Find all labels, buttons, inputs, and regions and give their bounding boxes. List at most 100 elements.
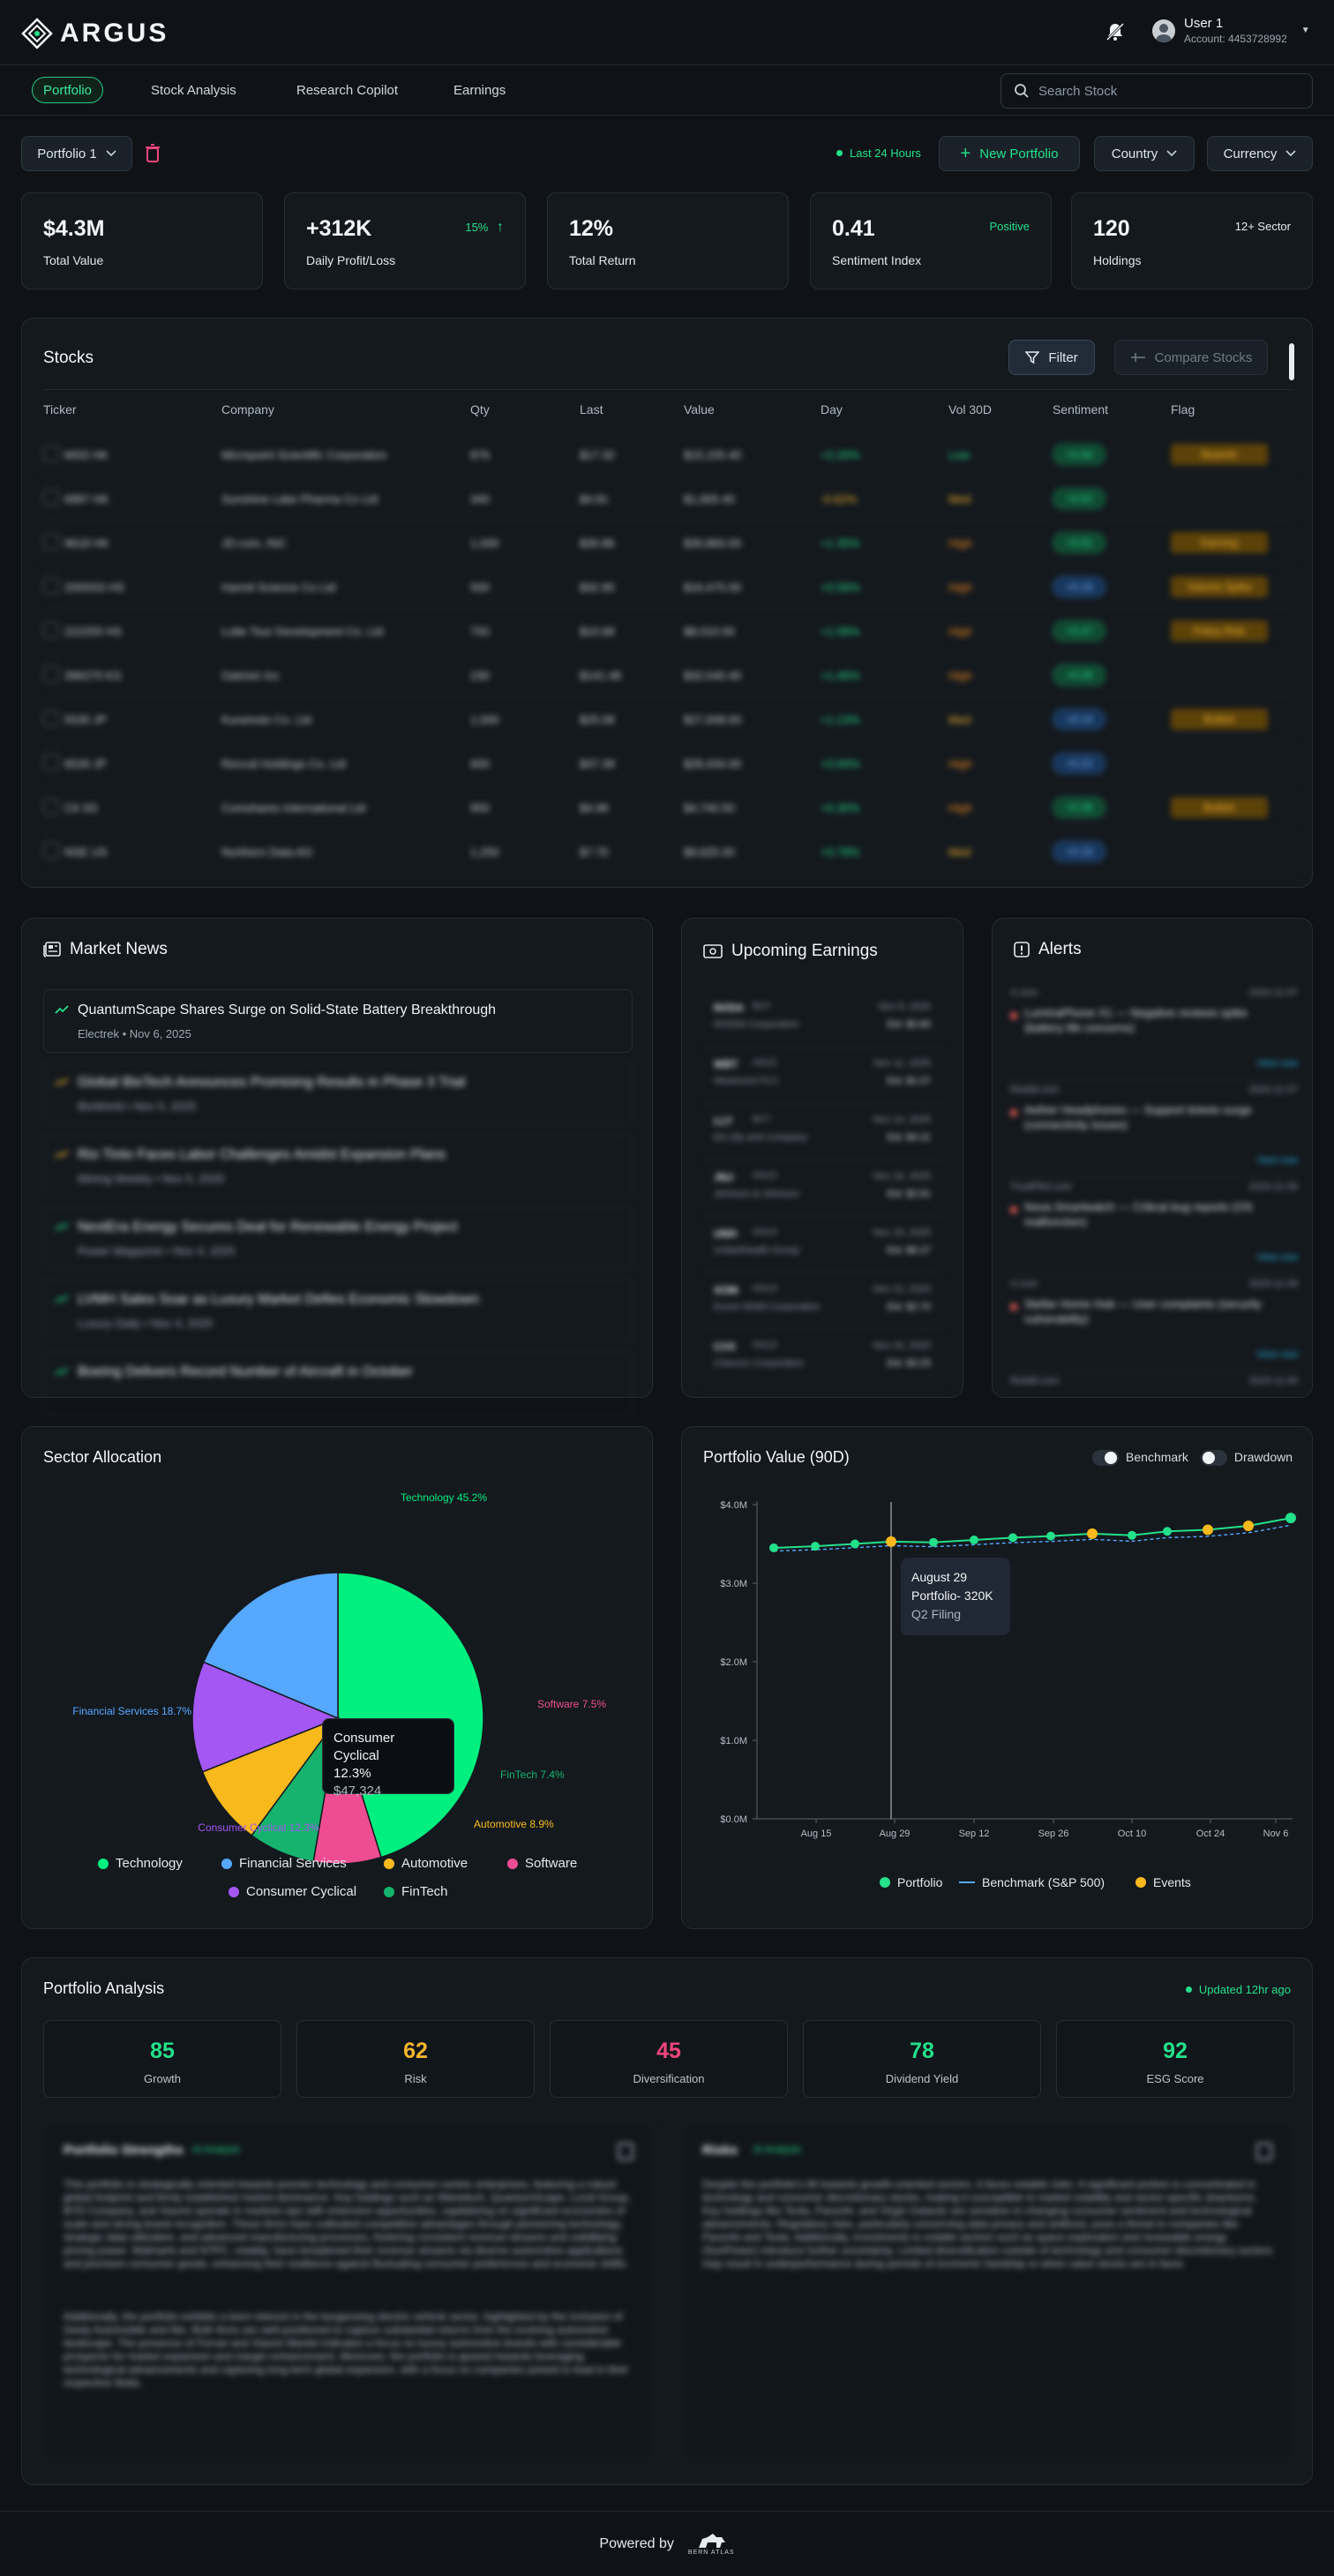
alert-item[interactable]: TrustPilot.com 2024-11-06 Nova Smartwatch … xyxy=(1010,1178,1298,1275)
legend-fintech[interactable]: FinTech xyxy=(384,1884,448,1899)
alert-view-link[interactable]: View now xyxy=(1256,1058,1298,1069)
row-checkbox[interactable] xyxy=(43,534,59,550)
portfolio-select[interactable]: Portfolio 1 xyxy=(21,136,132,171)
news-item[interactable]: Global BioTech Announces Promising Resul… xyxy=(43,1062,633,1125)
benchmark-toggle[interactable]: Benchmark xyxy=(1092,1450,1188,1467)
legend-consumer-cyclical[interactable]: Consumer Cyclical xyxy=(229,1884,356,1899)
tooltip-sector: Consumer Cyclical xyxy=(334,1731,395,1763)
row-checkbox[interactable] xyxy=(43,578,59,594)
tab-stock-analysis[interactable]: Stock Analysis xyxy=(151,82,236,98)
row-checkbox[interactable] xyxy=(43,710,59,726)
last-cell: $7.70 xyxy=(580,845,609,859)
news-item[interactable]: NextEra Energy Secures Deal for Renewabl… xyxy=(43,1206,633,1270)
table-row[interactable]: 5535 JP Kuramoto Co. Ltd 1,000 $25.08 $27,00… xyxy=(43,698,1294,742)
legend-automotive[interactable]: Automotive xyxy=(384,1856,468,1871)
drawdown-toggle[interactable]: Drawdown xyxy=(1200,1450,1293,1467)
earnings-item[interactable]: UNH HOLD UnitedHealth Group Nov 19, 2025 Est… xyxy=(703,1217,941,1273)
row-checkbox[interactable] xyxy=(43,755,59,770)
table-row[interactable]: 396270 KS Oatrixin Inc 230 $141.48 $32,540.4… xyxy=(43,654,1294,698)
stat-badge: Positive xyxy=(989,220,1030,233)
row-checkbox[interactable] xyxy=(43,622,59,638)
legend-events[interactable]: Events xyxy=(1135,1875,1191,1889)
col-last[interactable]: Last xyxy=(580,402,603,417)
col-value[interactable]: Value xyxy=(684,402,715,417)
table-row[interactable]: 9618 HK JD.com, INC 1,000 $30.86 $30,860.00 +… xyxy=(43,522,1294,566)
compare-stocks-button[interactable]: Compare Stocks xyxy=(1114,340,1268,375)
sentiment-badge: +0.22 xyxy=(1053,753,1106,774)
app-logo[interactable]: ARGUS xyxy=(21,18,169,49)
earnings-item[interactable]: WBT HOLD Westmont PLC Nov 11, 2025 Est: $1.0… xyxy=(703,1048,941,1104)
earnings-item[interactable]: JNJ HOLD Johnson & Johnson Nov 16, 2025 Est:… xyxy=(703,1160,941,1217)
news-item[interactable]: LVMH Sales Soar as Luxury Market Defies … xyxy=(43,1279,633,1342)
scrollbar[interactable] xyxy=(1289,343,1294,380)
delete-trash-icon[interactable] xyxy=(143,143,162,164)
row-checkbox[interactable] xyxy=(43,843,59,859)
ticker-cell: 6526 JP xyxy=(64,757,107,770)
col-qty[interactable]: Qty xyxy=(470,402,490,417)
table-row[interactable]: 222255 HS Lotte Tour Development Co. Ltd 7… xyxy=(43,610,1294,654)
copy-icon[interactable] xyxy=(618,2143,633,2160)
alert-item[interactable]: X.com 2024-11-07 LuminaPhone X1 — Negative… xyxy=(1010,984,1298,1081)
col-flag[interactable]: Flag xyxy=(1171,402,1195,417)
news-meta: Electrek • Nov 6, 2025 xyxy=(78,1027,191,1040)
col-vol[interactable]: Vol 30D xyxy=(948,402,993,417)
earnings-item[interactable]: CVX HOLD Chevron Corporation Nov 24, 2025 Es… xyxy=(703,1330,941,1386)
x-tick-label: Aug 15 xyxy=(801,1829,832,1839)
row-checkbox[interactable] xyxy=(43,446,59,462)
alert-view-link[interactable]: View now xyxy=(1256,1252,1298,1263)
tab-research-copilot[interactable]: Research Copilot xyxy=(296,82,399,98)
col-sentiment[interactable]: Sentiment xyxy=(1053,402,1109,417)
legend-software[interactable]: Software xyxy=(507,1856,577,1871)
col-day[interactable]: Day xyxy=(821,402,843,417)
tab-earnings[interactable]: Earnings xyxy=(453,82,506,98)
table-row[interactable]: MSS HK Micropoint Scientific Corporation 8… xyxy=(43,433,1294,477)
notification-bell-icon[interactable] xyxy=(1105,21,1126,42)
benchmark-line xyxy=(773,1524,1292,1552)
news-item[interactable]: Rio Tinto Faces Labor Challenges Amidst … xyxy=(43,1134,633,1198)
earnings-company: Eli Lilly and Company xyxy=(714,1132,807,1143)
user-menu[interactable]: User 1 Account: 4453728992 ▼ xyxy=(1152,16,1310,45)
copy-icon[interactable] xyxy=(1256,2143,1272,2160)
legend-benchmark[interactable]: Benchmark (S&P 500) xyxy=(959,1875,1105,1889)
earnings-item[interactable]: LLY BUY Eli Lilly and Company Nov 14, 2025 E… xyxy=(703,1104,941,1160)
qty-cell: 1,000 xyxy=(470,713,499,726)
row-checkbox[interactable] xyxy=(43,666,59,682)
country-select[interactable]: Country xyxy=(1094,136,1195,171)
earnings-item[interactable]: NVDA BUY NVIDIA Corporation Nov 8, 2025 Est:… xyxy=(703,991,941,1048)
table-row[interactable]: 6526 JP Recruit Holdings Co. Ltd 600 $47.39… xyxy=(43,742,1294,786)
news-item[interactable]: Boeing Delivers Record Number of Aircraf… xyxy=(43,1351,633,1415)
company-cell: Kuramoto Co. Ltd xyxy=(221,713,311,726)
filter-button[interactable]: Filter xyxy=(1008,340,1095,375)
sector-pie-chart[interactable]: Technology 45.2% Software 7.5% FinTech 7.4… xyxy=(22,1427,654,1930)
legend-financial-services[interactable]: Financial Services xyxy=(221,1856,347,1871)
earnings-item[interactable]: XOM HOLD Exxon Mobil Corporation Nov 21, 20… xyxy=(703,1273,941,1330)
tab-portfolio[interactable]: Portfolio xyxy=(32,77,104,103)
table-row[interactable]: C6 SS Comshares International Ltd 950 $4.99… xyxy=(43,786,1294,830)
value-cell: $15,155.40 xyxy=(684,448,742,462)
alert-view-link[interactable]: View now xyxy=(1256,1349,1298,1360)
table-row[interactable]: NSE US Northern Data AG 1,250 $7.70 $9,625.0… xyxy=(43,830,1294,875)
sector-allocation-panel: Sector Allocation Technology 45.2% Softwa… xyxy=(21,1426,653,1929)
new-portfolio-button[interactable]: + New Portfolio xyxy=(939,136,1080,171)
row-checkbox[interactable] xyxy=(43,799,59,815)
alert-item[interactable]: X.com 2024-11-06 Stellar Home Hub — User c… xyxy=(1010,1275,1298,1372)
table-row[interactable]: 2005SS HS Harmil Science Co Ltd 500 $32.95 $… xyxy=(43,566,1294,610)
alert-item[interactable]: Reddit.com 2024-11-07 Aether Headphones — … xyxy=(1010,1081,1298,1178)
earnings-ticker: LLY xyxy=(714,1115,733,1127)
ticker-cell: 9618 HK xyxy=(64,537,109,550)
alert-view-link[interactable]: View now xyxy=(1256,1155,1298,1166)
earnings-date: Nov 24, 2025 xyxy=(873,1341,931,1351)
col-ticker[interactable]: Ticker xyxy=(43,402,77,417)
flag-badge: Volume Spike xyxy=(1171,576,1268,597)
row-checkbox[interactable] xyxy=(43,490,59,506)
col-company[interactable]: Company xyxy=(221,402,274,417)
stocks-panel: Stocks Filter Compare Stocks Ticker Comp… xyxy=(21,318,1313,888)
x-tick-label: Sep 26 xyxy=(1038,1829,1069,1839)
portfolio-value-line-chart[interactable]: $0.0M $1.0M $2.0M $3.0M $4.0M Aug 15 Aug 29 Sep… xyxy=(682,1427,1314,1930)
legend-portfolio[interactable]: Portfolio xyxy=(880,1875,942,1889)
legend-technology[interactable]: Technology xyxy=(98,1856,183,1871)
currency-select[interactable]: Currency xyxy=(1207,136,1313,171)
search-input[interactable]: Search Stock xyxy=(1000,73,1313,109)
table-row[interactable]: 6887 HK Sunshine Lake Pharma Co Ltd 340 $4.… xyxy=(43,477,1294,522)
news-item[interactable]: QuantumScape Shares Surge on Solid-State… xyxy=(43,989,633,1053)
